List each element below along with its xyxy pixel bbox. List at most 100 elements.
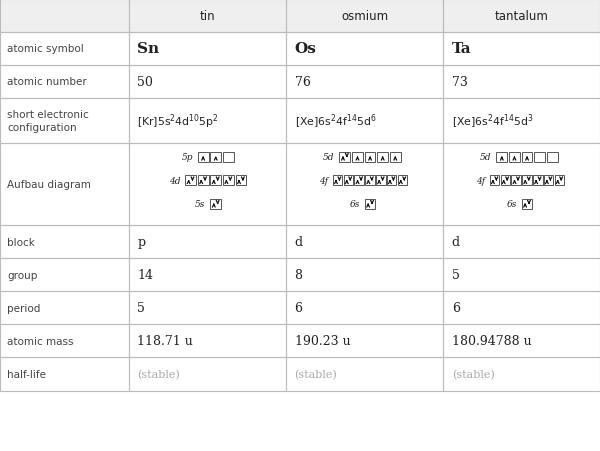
Bar (365, 199, 376, 209)
Bar (185, 176, 196, 186)
Bar (333, 176, 343, 186)
Bar (0, 144, 129, 226)
Text: 5: 5 (137, 302, 145, 315)
Text: 73: 73 (452, 76, 467, 89)
Text: short electronic
configuration: short electronic configuration (7, 110, 89, 133)
Bar (0, 358, 129, 391)
Text: group: group (7, 270, 38, 281)
Bar (129, 0, 286, 33)
Text: 180.94788 u: 180.94788 u (452, 335, 532, 348)
Bar (443, 358, 600, 391)
Bar (490, 176, 499, 186)
Bar (376, 176, 386, 186)
Bar (129, 292, 286, 325)
Bar (286, 226, 443, 259)
Bar (377, 152, 388, 162)
Bar (286, 99, 443, 144)
Bar (443, 259, 600, 292)
Bar (0, 292, 129, 325)
Text: 6s: 6s (506, 200, 517, 209)
Text: period: period (7, 303, 41, 313)
Text: tin: tin (200, 10, 215, 23)
Bar (443, 0, 600, 33)
Bar (443, 33, 600, 66)
Bar (286, 0, 443, 33)
Bar (0, 99, 129, 144)
Bar (533, 176, 542, 186)
Bar (223, 152, 234, 162)
Text: 50: 50 (137, 76, 153, 89)
Bar (0, 325, 129, 358)
Bar (365, 176, 375, 186)
Bar (129, 226, 286, 259)
Text: 6: 6 (295, 302, 302, 315)
Bar (443, 99, 600, 144)
Bar (443, 66, 600, 99)
Text: 4d: 4d (169, 176, 181, 185)
Bar (211, 176, 221, 186)
Bar (0, 66, 129, 99)
Bar (340, 152, 350, 162)
Bar (198, 176, 209, 186)
Bar (390, 152, 401, 162)
Bar (496, 152, 507, 162)
Text: (stable): (stable) (137, 369, 180, 380)
Bar (500, 176, 510, 186)
Bar (286, 358, 443, 391)
Bar (286, 66, 443, 99)
Bar (521, 199, 532, 209)
Text: p: p (137, 236, 146, 249)
Bar (398, 176, 407, 186)
Text: 5: 5 (452, 269, 460, 282)
Bar (223, 176, 234, 186)
Bar (0, 0, 600, 33)
Text: 190.23 u: 190.23 u (295, 335, 350, 348)
Bar (511, 176, 521, 186)
Bar (547, 152, 557, 162)
Bar (286, 325, 443, 358)
Text: 76: 76 (295, 76, 310, 89)
Text: (stable): (stable) (452, 369, 494, 380)
Bar (286, 292, 443, 325)
Text: tantalum: tantalum (495, 10, 548, 23)
Bar (236, 176, 247, 186)
Text: Aufbau diagram: Aufbau diagram (7, 180, 91, 190)
Text: $\rm[Kr]5s^24d^{10}5p^2$: $\rm[Kr]5s^24d^{10}5p^2$ (137, 112, 219, 131)
Text: Sn: Sn (137, 42, 160, 56)
Bar (0, 226, 129, 259)
Text: 5d: 5d (480, 153, 491, 162)
Bar (355, 176, 364, 186)
Text: block: block (7, 237, 35, 248)
Bar (129, 144, 286, 226)
Bar (211, 199, 221, 209)
Bar (129, 325, 286, 358)
Bar (0, 0, 129, 33)
Bar (443, 292, 600, 325)
Bar (129, 66, 286, 99)
Bar (544, 176, 553, 186)
Bar (198, 152, 209, 162)
Bar (0, 259, 129, 292)
Text: atomic number: atomic number (7, 77, 87, 87)
Bar (129, 33, 286, 66)
Text: (stable): (stable) (295, 369, 337, 380)
Text: 5s: 5s (195, 200, 206, 209)
Bar (0, 33, 129, 66)
Bar (522, 176, 532, 186)
Bar (443, 226, 600, 259)
Text: osmium: osmium (341, 10, 388, 23)
Bar (387, 176, 397, 186)
Text: 118.71 u: 118.71 u (137, 335, 193, 348)
Bar (344, 176, 353, 186)
Bar (286, 259, 443, 292)
Bar (509, 152, 520, 162)
Bar (286, 144, 443, 226)
Text: 4f: 4f (476, 176, 485, 185)
Text: 5p: 5p (181, 153, 193, 162)
Bar (521, 152, 532, 162)
Text: atomic symbol: atomic symbol (7, 44, 84, 55)
Text: atomic mass: atomic mass (7, 336, 74, 346)
Text: d: d (295, 236, 303, 249)
Text: 6: 6 (452, 302, 460, 315)
Bar (352, 152, 363, 162)
